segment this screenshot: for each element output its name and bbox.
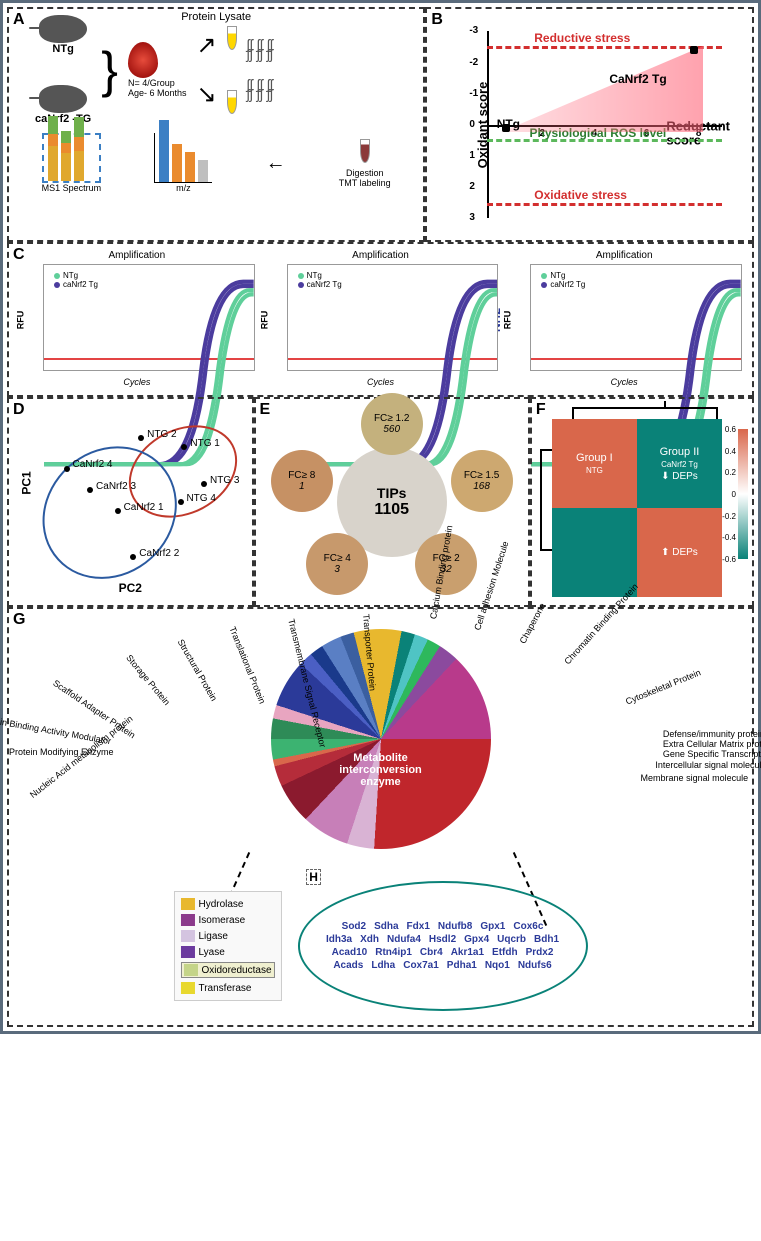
panel-a: A Protein Lysate NTg caNrf2 -TG } (7, 7, 425, 242)
proteins-icon: ʃʃ ʃʃ ʃʃʃʃ ʃʃ ʃʃ (247, 40, 307, 60)
ntg-point (502, 124, 510, 132)
mz-label: m/z (154, 183, 212, 193)
pink-area (501, 46, 703, 132)
heatmap-cell: Group I NTG (552, 419, 637, 508)
sample-age: Age- 6 Months (128, 88, 187, 98)
oxidative-stress-label: Oxidative stress (534, 188, 627, 202)
panel-c: C Amplification RFU Cycles CaNrf2 NTg ca… (7, 242, 754, 397)
panel-label-a: A (13, 11, 25, 29)
panel-label-f: F (536, 401, 546, 419)
tube-icon (227, 26, 237, 50)
panel-f: F Group I NTG Group II CaNrf2 Tg ⬇ DEPs (530, 397, 754, 607)
colorbar (738, 429, 748, 559)
pc1-label: PC1 (20, 471, 34, 494)
heatmap-cell: ⬆ DEPs (637, 508, 722, 597)
tube-icon (227, 90, 237, 114)
mouse-ntg-icon (39, 15, 87, 43)
panel-label-e: E (260, 401, 271, 419)
tips-value: 1105 (374, 501, 409, 519)
canrf2-point (690, 46, 698, 54)
arrow-icon: ↘ (196, 80, 216, 109)
heatmap: Group I NTG Group II CaNrf2 Tg ⬇ DEPs ⬆ … (552, 419, 722, 597)
tips-label: TIPs (377, 485, 407, 501)
panel-b: B Oxidant score Reductant score -3-2-101… (425, 7, 754, 242)
panel-d: D PC1 PC2 NTG 2NTG 1NTG 3NTG 4CaNrf2 4Ca… (7, 397, 254, 607)
canrf2-point-label: CaNrf2 Tg (609, 72, 666, 86)
panel-label-b: B (431, 11, 443, 29)
heatmap-cell: Group II CaNrf2 Tg ⬇ DEPs (637, 419, 722, 508)
heart-icon (128, 42, 158, 78)
reductive-stress-label: Reductive stress (534, 31, 630, 45)
mouse-canrf2-icon (39, 85, 87, 113)
enzyme-legend: HydrolaseIsomeraseLigaseLyaseOxidoreduct… (173, 891, 281, 1001)
digest-label2: TMT labeling (339, 178, 391, 188)
digest-label1: Digestion (339, 168, 391, 178)
panel-g: G H HydrolaseIsomeraseLigaseLyaseOxidore… (7, 607, 754, 1027)
pc2-label: PC2 (119, 581, 142, 595)
mouse1-label: NTg (52, 43, 73, 55)
spectrum-label: MS1 Spectrum (42, 183, 102, 193)
arrow-icon: ↗ (196, 31, 216, 60)
oxidant-reductant-chart: Oxidant score Reductant score -3-2-10123… (447, 21, 732, 228)
pca-plot: PC1 PC2 NTG 2NTG 1NTG 3NTG 4CaNrf2 4CaNr… (15, 405, 246, 599)
ms1-spectrum (42, 133, 102, 183)
heatmap-cell (552, 508, 637, 597)
proteins-icon: ʃʃ ʃʃ ʃʃʃʃ ʃʃ ʃʃ (247, 80, 307, 100)
arrow-left-icon: ← (266, 152, 286, 175)
panel-a-title: Protein Lysate (181, 11, 251, 23)
gene-ellipse: Sod2SdhaFdx1Ndufb8Gpx1Cox6cIdh3aXdhNdufa… (298, 881, 588, 1011)
mz-spectrum (154, 133, 212, 183)
figure-container: A Protein Lysate NTg caNrf2 -TG } (0, 0, 761, 1034)
bracket-icon: } (101, 45, 118, 95)
sample-n: N= 4/Group (128, 78, 187, 88)
panel-label-g: G (13, 611, 25, 629)
digest-tube-icon (360, 139, 370, 163)
